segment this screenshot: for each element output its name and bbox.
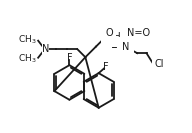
Text: CH$_3$: CH$_3$ [17, 52, 36, 65]
Text: F: F [103, 62, 109, 72]
Text: F: F [67, 53, 72, 63]
Text: Cl: Cl [155, 59, 164, 69]
Text: NH: NH [106, 32, 121, 42]
Text: O: O [105, 28, 113, 38]
Text: N: N [42, 44, 49, 54]
Text: CH$_3$: CH$_3$ [17, 34, 36, 46]
Text: N: N [122, 41, 129, 52]
Text: N=O: N=O [127, 28, 150, 38]
